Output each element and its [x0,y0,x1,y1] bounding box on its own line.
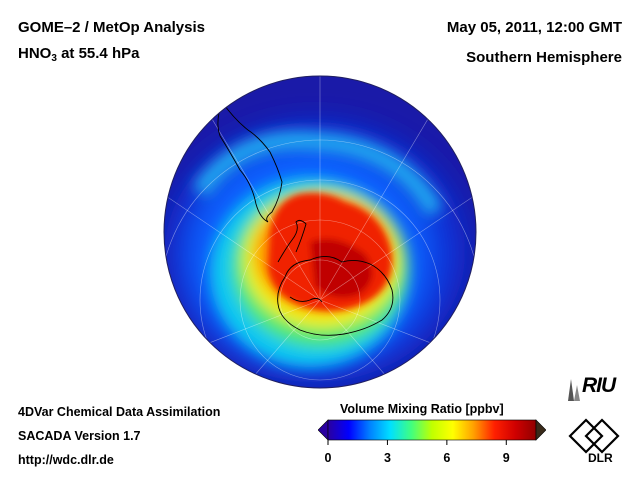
map-datetime: May 05, 2011, 12:00 GMT [446,19,622,36]
africa-tip-coast [429,101,447,125]
meridian [319,191,476,301]
colorbar-tick-label: 3 [383,451,391,465]
globe-map [163,75,477,389]
website-link[interactable]: http://wdc.dlr.de [18,453,114,467]
colorbar-title: Volume Mixing Ratio [ppbv] [340,402,504,416]
colorbar [318,419,546,445]
species-main: HNO [18,45,52,62]
version-label: SACADA Version 1.7 [18,429,141,443]
field-dark-red [310,238,373,298]
riu-logo-text: RIU [582,374,616,397]
hemisphere-label: Southern Hemisphere [466,49,622,66]
map-title: GOME–2 / MetOp Analysis [18,19,205,36]
field-cyan-arc [192,131,443,217]
assimilation-label: 4DVar Chemical Data Assimilation [18,405,221,419]
colorbar-tick-label: 9 [502,451,510,465]
latitude-line [164,139,476,388]
dlr-logo-icon [568,418,620,454]
dlr-logo-text: DLR [588,451,613,465]
ross-ice-shelf [289,296,323,303]
latitude-line [239,219,401,381]
antarctica-coast [277,256,394,336]
latitude-line [279,259,361,341]
species-label: HNO3 at 55.4 hPa [18,45,140,64]
meridian [164,191,321,301]
south-america-coast [217,101,283,223]
colorbar-overflow-arrow [535,419,546,441]
colorbar-tick-label: 6 [443,451,451,465]
colorbar-tick-label: 0 [324,451,332,465]
latitude-line [199,179,441,388]
species-level: at 55.4 hPa [56,45,140,62]
antarctic-peninsula-coast [277,219,307,263]
colorbar-gradient [327,419,537,441]
species-subscript: 3 [51,53,57,64]
riu-logo-icon [568,379,580,401]
globe-outline [163,75,477,389]
colorbar-underflow-arrow [318,419,329,441]
